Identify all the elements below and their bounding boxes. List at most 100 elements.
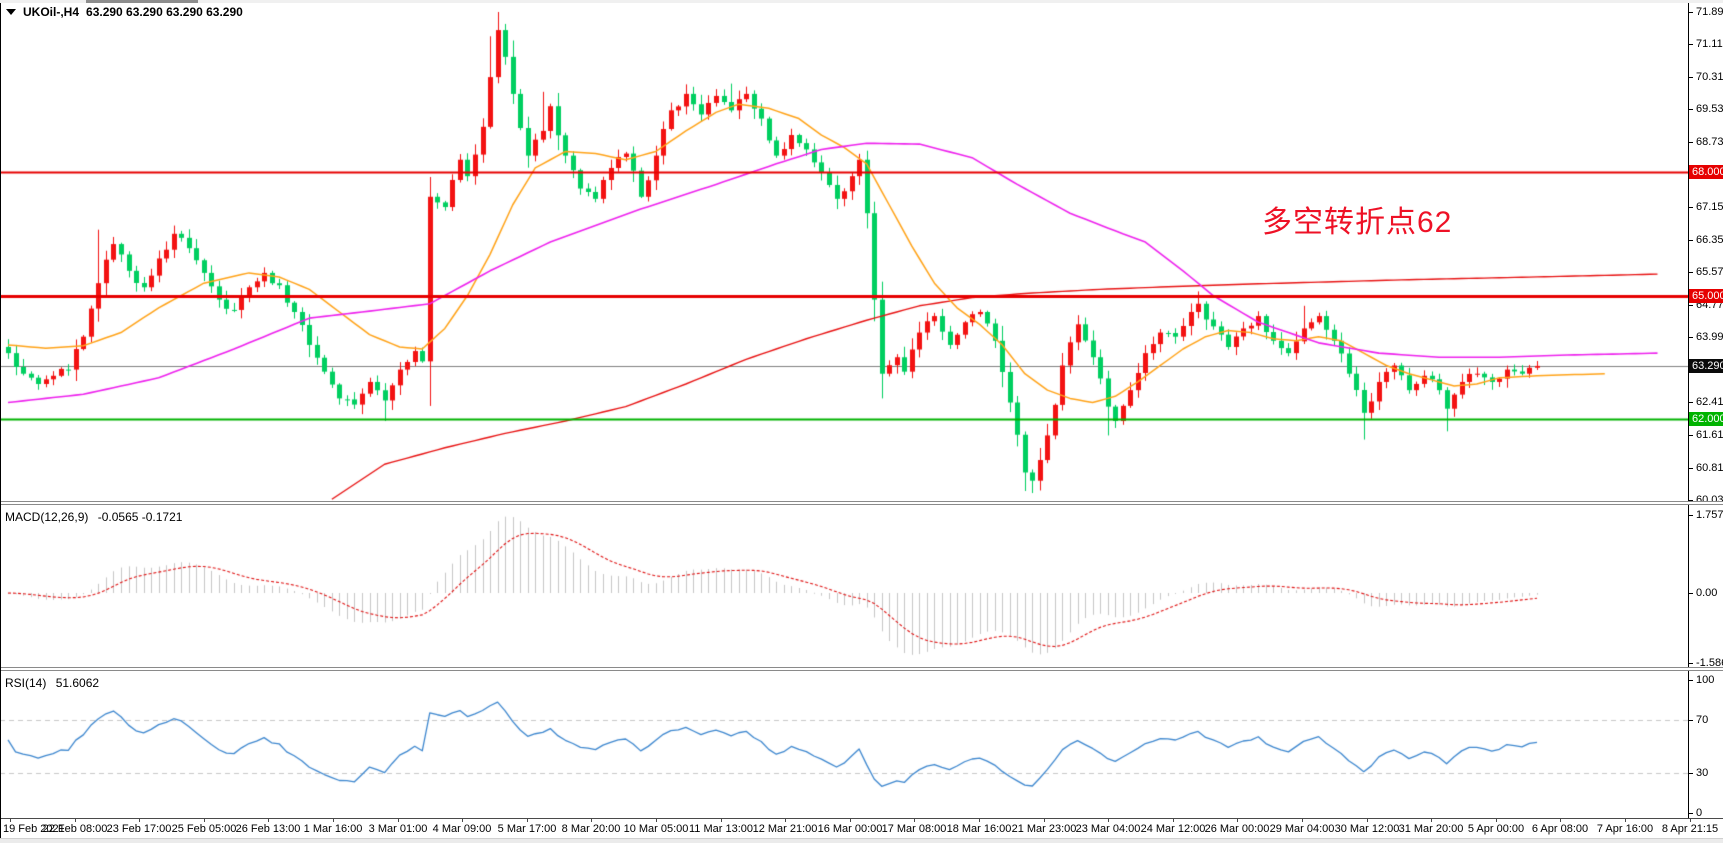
rsi-indicator-label: RSI(14) [5,676,47,690]
time-label: 24 Mar 12:00 [1140,823,1206,835]
chart-title: UKOil-,H4 63.290 63.290 63.290 63.290 [6,5,243,19]
price-annotation: 多空转折点62 [1262,206,1453,239]
bottom-edge [0,838,1723,843]
time-label: 30 Mar 12:00 [1334,823,1400,835]
time-axis-tick [1108,819,1109,822]
time-axis-tick [1690,819,1691,822]
time-axis-tick [1044,819,1045,822]
axis-tick [1689,337,1693,338]
time-axis[interactable]: 19 Feb 2021 22 Feb 08:00 23 Feb 17:00 25 Fe… [0,818,1723,838]
axis-tick-label: 71.890 [1696,6,1723,18]
macd-values: -0.0565 -0.1721 [97,510,183,524]
time-label: 5 Mar 17:00 [497,823,557,835]
time-axis-tick [1237,819,1238,822]
axis-tick [1689,500,1693,501]
price-level-badge: 62.000 [1689,412,1723,426]
time-axis-tick [1367,819,1368,822]
time-axis-tick [785,819,786,822]
axis-tick [1689,593,1693,594]
time-label: 16 Mar 00:00 [817,823,883,835]
time-label: 4 Mar 09:00 [432,823,492,835]
axis-tick [1689,109,1693,110]
time-label: 11 Mar 13:00 [688,823,754,835]
symbol-dropdown-icon[interactable] [6,9,16,15]
axis-tick [1689,207,1693,208]
axis-tick-label: 67.150 [1696,201,1723,213]
time-label: 23 Feb 17:00 [106,823,172,835]
price-axis[interactable]: 71.89071.11070.31069.53068.73067.94067.1… [1688,0,1723,506]
axis-tick-label: 66.350 [1696,234,1723,246]
time-label: 10 Mar 05:00 [623,823,689,835]
axis-tick [1689,720,1693,721]
time-axis-tick [75,819,76,822]
axis-tick-label: 1.7579 [1696,509,1723,521]
axis-tick [1689,272,1693,273]
axis-tick-label: 61.610 [1696,429,1723,441]
time-label: 17 Mar 08:00 [881,823,947,835]
time-label: 12 Mar 21:00 [752,823,818,835]
top-scrollbar[interactable] [0,0,1723,3]
axis-tick-label: 0.00 [1696,587,1718,599]
axis-tick [1689,663,1693,664]
macd-axis[interactable]: 1.7579 0.00 -1.5867 [1688,505,1723,669]
axis-tick-label: 70.310 [1696,71,1723,83]
time-label: 19 Feb 2021 [3,823,65,835]
axis-tick [1689,77,1693,78]
price-level-badge: 65.000 [1689,289,1723,303]
axis-tick [1689,142,1693,143]
time-axis-tick [656,819,657,822]
time-axis-tick [268,819,269,822]
axis-tick-label: 65.570 [1696,266,1723,278]
main-chart-canvas[interactable] [0,0,1688,501]
panel-separator[interactable] [0,667,1723,671]
time-axis-tick [333,819,334,822]
time-axis-tick [527,819,528,822]
axis-tick-label: 0 [1696,807,1703,819]
time-axis-tick [398,819,399,822]
time-label: 6 Apr 08:00 [1531,823,1589,835]
time-label: 5 Apr 00:00 [1467,823,1525,835]
time-axis-tick [1431,819,1432,822]
axis-tick [1689,813,1693,814]
price-level-badge: 63.290 [1689,359,1723,373]
axis-tick-label: 62.410 [1696,396,1723,408]
time-axis-tick [914,819,915,822]
ohlc-values: 63.290 63.290 63.290 63.290 [86,5,243,19]
rsi-value: 51.6062 [55,676,100,690]
time-label: 18 Mar 16:00 [946,823,1012,835]
time-label: 25 Feb 05:00 [171,823,237,835]
time-axis-tick [1496,819,1497,822]
axis-tick [1689,44,1693,45]
time-axis-tick [1560,819,1561,822]
time-axis-tick [139,819,140,822]
chart-left-border [0,0,1,838]
axis-tick-label: 63.990 [1696,331,1723,343]
axis-tick-label: 100 [1696,674,1715,686]
time-axis-tick [979,819,980,822]
time-label: 8 Mar 20:00 [561,823,621,835]
time-label: 8 Apr 21:15 [1661,823,1719,835]
time-label: 1 Mar 16:00 [303,823,363,835]
axis-tick [1689,305,1693,306]
macd-indicator-label: MACD(12,26,9) [5,510,89,524]
rsi-axis[interactable]: 100 70 30 0 [1688,671,1723,819]
rsi-label-row: RSI(14) 51.6062 [5,676,105,690]
panel-separator[interactable] [0,501,1723,505]
rsi-canvas[interactable] [0,671,1688,818]
time-axis-tick [1302,819,1303,822]
top-scrollbar-handle[interactable] [86,0,198,3]
time-label: 31 Mar 20:00 [1398,823,1464,835]
time-label: 7 Apr 16:00 [1596,823,1654,835]
macd-label-row: MACD(12,26,9) -0.0565 -0.1721 [5,510,188,524]
axis-tick-label: 68.730 [1696,136,1723,148]
macd-canvas[interactable] [0,505,1688,667]
axis-tick [1689,12,1693,13]
axis-tick [1689,773,1693,774]
axis-tick [1689,240,1693,241]
axis-tick-label: 30 [1696,767,1709,779]
axis-tick [1689,515,1693,516]
axis-tick [1689,680,1693,681]
axis-tick-label: 70 [1696,714,1709,726]
time-label: 23 Mar 04:00 [1075,823,1141,835]
